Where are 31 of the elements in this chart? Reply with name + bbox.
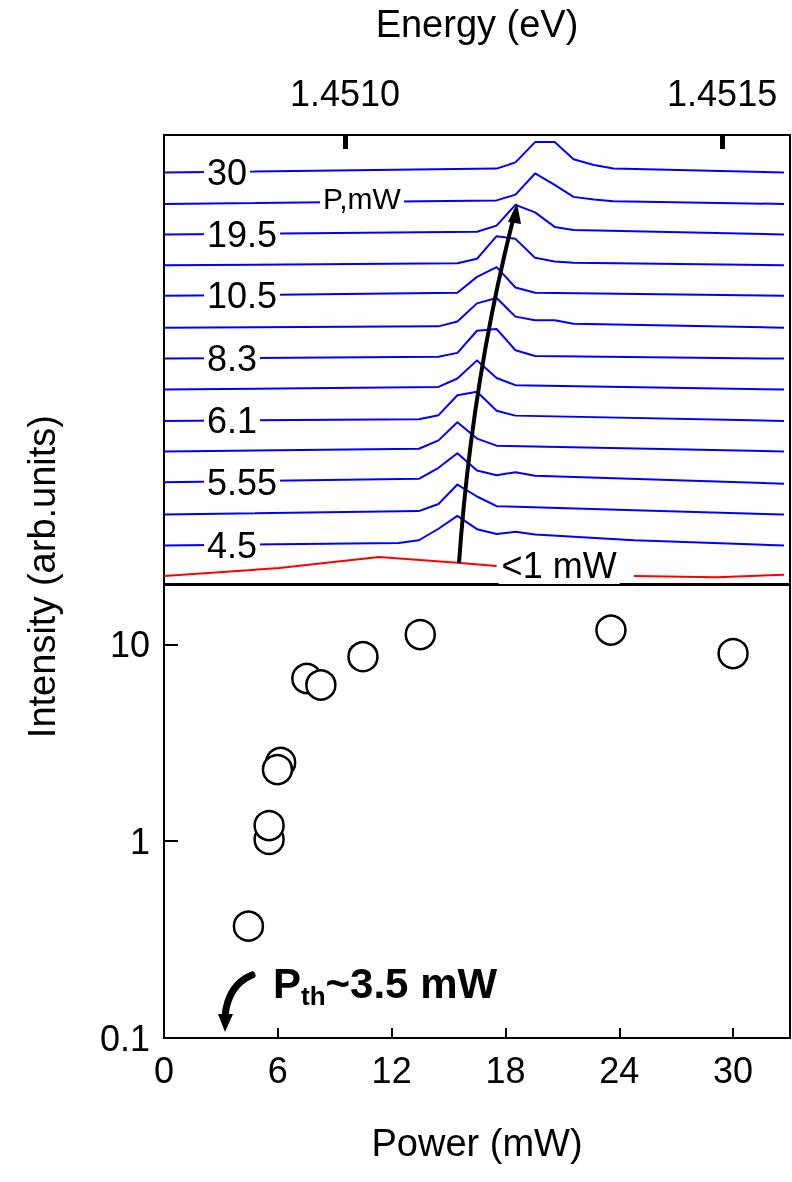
point [717, 637, 749, 670]
x-tick-label: 0 [153, 1049, 175, 1091]
x-tick-label: 1.4510 [289, 72, 401, 114]
x-axis-title: Energy (eV) [375, 3, 579, 45]
point [261, 753, 294, 786]
x-tick-label: 12 [371, 1049, 412, 1091]
x-tick-label: 6 [267, 1049, 288, 1091]
y-axis-title: Intensity (arb.units) [21, 414, 63, 739]
y-tick-label: 10 [109, 623, 150, 665]
point [253, 809, 285, 842]
point [305, 669, 337, 701]
x-tick-label: 24 [599, 1049, 640, 1091]
series-label: 8.3 [207, 338, 258, 380]
y-tick-label: 0.1 [99, 1017, 150, 1059]
series-label: 6.1 [207, 400, 258, 442]
x-tick-label: 1.4515 [667, 72, 778, 114]
x-axis-title: Power (mW) [371, 1122, 583, 1164]
x-tick-label: 30 [713, 1049, 754, 1091]
series-label: 10.5 [207, 275, 278, 317]
series-label: <1 mW [501, 545, 617, 587]
series-label: 5.55 [207, 461, 278, 503]
y-tick-label: 1 [129, 820, 150, 862]
annotation: P,mW [323, 181, 402, 215]
point [232, 910, 265, 942]
series-label: 19.5 [207, 213, 278, 255]
point [595, 614, 627, 646]
x-tick-label: 18 [485, 1049, 526, 1091]
point [347, 640, 379, 673]
point [404, 618, 437, 651]
series-label: 4.5 [207, 525, 258, 567]
series-label: 30 [207, 152, 248, 194]
